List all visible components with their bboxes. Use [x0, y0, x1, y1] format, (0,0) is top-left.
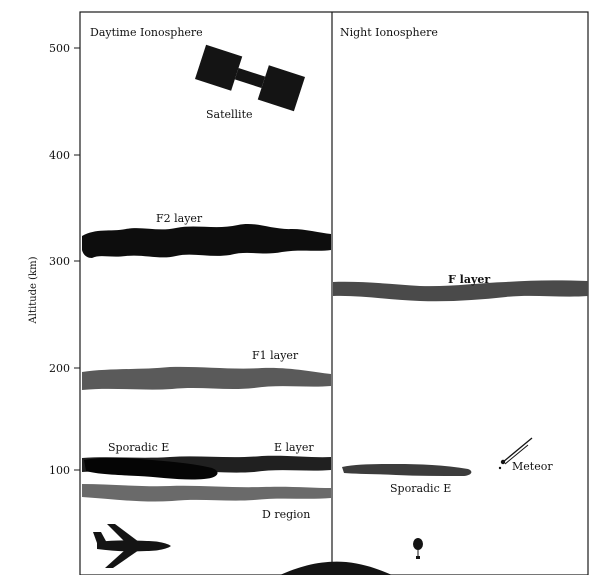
d-region-band [82, 484, 331, 502]
balloon-icon [413, 538, 423, 559]
f1-layer-band [82, 366, 331, 390]
d-region-label: D region [262, 508, 310, 521]
axis-title: Altitude (km) [28, 256, 39, 324]
airplane-icon [93, 524, 171, 568]
day-panel-title: Daytime Ionosphere [90, 26, 203, 39]
night-panel-title: Night Ionosphere [340, 26, 438, 39]
sporadic-e-day-blob [84, 457, 218, 480]
f2-layer-band [82, 223, 331, 258]
ground-hill [280, 561, 392, 575]
tick-label-200: 200 [49, 362, 70, 375]
satellite-icon [194, 44, 306, 112]
f2-layer-label: F2 layer [156, 212, 203, 225]
sporadic-e-night-label: Sporadic E [390, 482, 451, 495]
sporadic-e-night-blob [342, 464, 472, 476]
f-layer-night-band [333, 280, 588, 302]
f1-layer-label: F1 layer [252, 349, 299, 362]
tick-label-300: 300 [49, 255, 70, 268]
tick-label-100: 100 [49, 464, 70, 477]
satellite-label: Satellite [206, 108, 253, 121]
e-layer-label: E layer [274, 441, 314, 454]
meteor-icon [498, 437, 533, 470]
altitude-axis: 500 400 300 200 100 Altitude (km) [28, 42, 80, 477]
tick-label-500: 500 [49, 42, 70, 55]
meteor-label: Meteor [512, 460, 553, 473]
sporadic-e-day-label: Sporadic E [108, 441, 169, 454]
f-layer-night-label: F layer [448, 273, 490, 286]
tick-label-400: 400 [49, 149, 70, 162]
